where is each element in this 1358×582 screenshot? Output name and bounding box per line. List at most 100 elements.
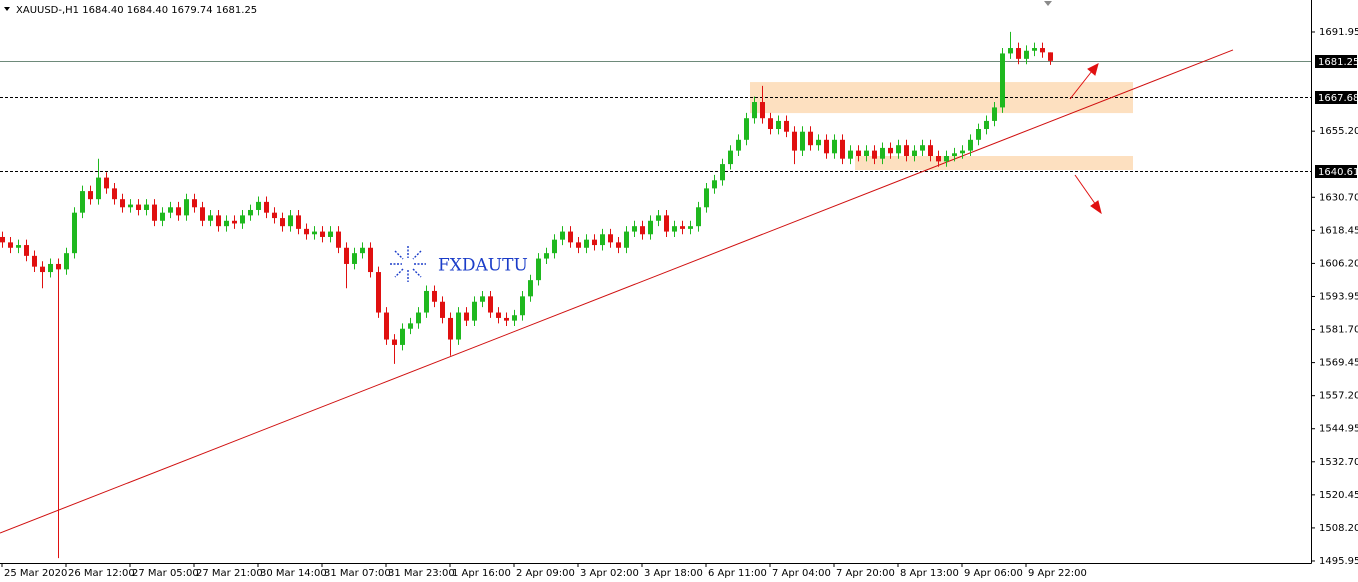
candle-body — [608, 234, 613, 243]
y-tick-label: 1630.70 — [1319, 192, 1358, 203]
shift-marker — [1044, 1, 1052, 6]
candle-body — [280, 218, 285, 227]
zone — [855, 155, 1133, 171]
candle-body — [328, 231, 333, 237]
candle-body — [224, 220, 229, 227]
candle-body — [912, 150, 917, 156]
candle-body — [712, 180, 717, 189]
candle-body — [952, 153, 957, 156]
candle-body — [240, 215, 245, 224]
candle-body — [376, 272, 381, 313]
price-label: 1640.61 — [1318, 167, 1358, 178]
candle-body — [64, 253, 69, 270]
candle-body — [776, 120, 781, 130]
candle-body — [568, 231, 573, 243]
y-tick-label: 1520.45 — [1319, 490, 1358, 501]
menu-triangle[interactable] — [4, 7, 10, 11]
candle-body — [216, 215, 221, 227]
candle-body — [904, 145, 909, 156]
candle-body — [88, 191, 93, 200]
candle-body — [304, 228, 309, 235]
candle-body — [264, 201, 269, 213]
candle-body — [256, 201, 261, 210]
candle-body — [824, 139, 829, 154]
chart-title: XAUUSD-,H1 1684.40 1684.40 1679.74 1681.… — [16, 5, 257, 16]
candle-body — [520, 296, 525, 316]
candle-body — [8, 242, 13, 248]
candle-body — [752, 102, 757, 119]
candle-body — [152, 204, 157, 221]
zones — [750, 82, 1133, 171]
y-tick-label: 1532.70 — [1319, 457, 1358, 468]
candle-body — [400, 328, 405, 345]
candle-body — [632, 226, 637, 232]
candle-body — [696, 207, 701, 227]
hlines — [0, 61, 1311, 172]
candle-body — [144, 204, 149, 210]
candle-body — [744, 118, 749, 140]
candle-body — [72, 212, 77, 254]
candle-body — [48, 263, 53, 273]
y-tick-label: 1581.70 — [1319, 325, 1358, 336]
candle-body — [440, 301, 445, 318]
trendline-layer — [0, 49, 1234, 534]
candle-body — [232, 220, 237, 224]
y-tick-label: 1557.20 — [1319, 391, 1358, 402]
candle-body — [768, 118, 773, 130]
y-tick-label: 1544.95 — [1319, 424, 1358, 435]
candle-body — [880, 147, 885, 159]
candle-body — [872, 150, 877, 159]
candle-body — [760, 102, 765, 119]
candle-body — [552, 239, 557, 254]
candle-body — [336, 231, 341, 248]
candle-body — [576, 242, 581, 248]
y-tick-label: 1569.45 — [1319, 358, 1358, 369]
candle-body — [296, 215, 301, 229]
candle-body — [664, 215, 669, 232]
y-tick-label: 1691.95 — [1319, 27, 1358, 38]
y-tick-label: 1655.20 — [1319, 126, 1358, 137]
candle-body — [656, 215, 661, 221]
candle-body — [896, 145, 901, 154]
x-tick-label: 31 Mar 23:00 — [388, 568, 455, 579]
candle-body — [360, 247, 365, 254]
candle-body — [312, 231, 317, 235]
candle-body — [384, 312, 389, 340]
trendline — [0, 49, 1234, 534]
x-tick-label: 3 Apr 18:00 — [644, 568, 703, 579]
y-tick-label: 1508.20 — [1319, 523, 1358, 534]
x-tick-label: 26 Mar 12:00 — [68, 568, 135, 579]
candles — [0, 31, 1053, 559]
candle-body — [344, 247, 349, 264]
candle-body — [512, 315, 517, 321]
candle-body — [104, 177, 109, 189]
candle-body — [624, 231, 629, 248]
candle-body — [448, 317, 453, 340]
candle-body — [368, 247, 373, 273]
candle-body — [832, 139, 837, 154]
candle-body — [672, 226, 677, 232]
candle-body — [984, 120, 989, 130]
candle-body — [480, 296, 485, 302]
candle-body — [168, 207, 173, 213]
candle-body — [928, 145, 933, 156]
candle-body — [0, 236, 5, 243]
candle-body — [688, 226, 693, 229]
candle-body — [208, 215, 213, 221]
candle-body — [1008, 48, 1013, 54]
price-label-box — [1315, 55, 1357, 68]
candle-body — [16, 245, 21, 248]
candle-body — [728, 150, 733, 165]
x-tick-label: 7 Apr 20:00 — [836, 568, 895, 579]
x-tick-label: 9 Apr 06:00 — [964, 568, 1023, 579]
candle-body — [464, 312, 469, 321]
candle-body — [528, 280, 533, 297]
x-tick-label: 2 Apr 09:00 — [516, 568, 575, 579]
axes: 1691.95 1655.20 1630.70 1618.45 1606.20 1593.… — [1, 27, 1358, 579]
y-tick-label: 1618.45 — [1319, 225, 1358, 236]
candle-body — [96, 177, 101, 200]
candle-body — [848, 150, 853, 159]
x-tick-label: 9 Apr 22:00 — [1028, 568, 1087, 579]
price-label-box — [1315, 165, 1357, 178]
